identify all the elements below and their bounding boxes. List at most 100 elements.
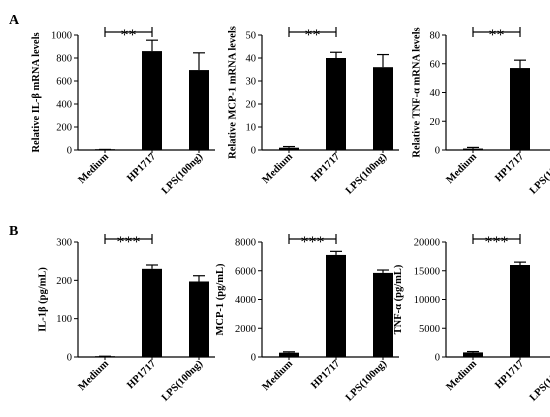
y-tick-label: 200 bbox=[56, 123, 72, 134]
significance-stars: ** bbox=[121, 27, 137, 44]
bar-medium bbox=[463, 148, 483, 150]
y-tick-label: 20 bbox=[246, 100, 257, 111]
y-axis-title: Relative TNF-α mRNA levels bbox=[412, 27, 423, 157]
x-tick-label: HP1717 bbox=[309, 151, 342, 184]
error-bar bbox=[146, 264, 158, 269]
significance-bracket: *** bbox=[104, 234, 153, 251]
error-bar bbox=[377, 269, 389, 273]
y-tick-label: 50 bbox=[246, 31, 257, 42]
significance-bracket: *** bbox=[472, 234, 521, 251]
significance-bracket: ** bbox=[472, 27, 521, 44]
y-tick-label: 15000 bbox=[414, 266, 440, 277]
x-tick-label: Medium bbox=[261, 151, 296, 186]
error-bar bbox=[330, 250, 342, 255]
y-tick-label: 10000 bbox=[414, 295, 440, 306]
significance-stars: *** bbox=[485, 234, 509, 251]
x-tick-label: Medium bbox=[77, 151, 112, 186]
y-tick-label: 0 bbox=[67, 146, 72, 157]
y-tick-label: 300 bbox=[56, 238, 72, 249]
bar-hp1717 bbox=[510, 265, 530, 357]
bar-hp1717 bbox=[326, 58, 346, 150]
y-tick-label: 0 bbox=[435, 146, 440, 157]
error-bar bbox=[193, 52, 205, 71]
x-tick-label: LPS(100ng) bbox=[344, 151, 390, 197]
y-tick-label: 40 bbox=[430, 88, 441, 99]
chart-4: 0 100 200 300 IL-1β (pg/mL) Medium HP1717 LPS(1… bbox=[37, 234, 215, 404]
y-tick-label: 30 bbox=[246, 77, 257, 88]
bar-hp1717 bbox=[142, 51, 162, 150]
y-tick-label: 20 bbox=[430, 117, 441, 128]
significance-bracket: ** bbox=[104, 27, 153, 44]
chart-1: 0 200 400 600 800 1000 Relative IL-β mRNA leve… bbox=[31, 27, 215, 197]
y-tick-label: 100 bbox=[56, 314, 72, 325]
panel-letter-b: B bbox=[9, 224, 18, 239]
y-tick-label: 0 bbox=[67, 353, 72, 364]
y-tick-label: 5000 bbox=[419, 324, 440, 335]
significance-stars: *** bbox=[301, 234, 325, 251]
significance-stars: ** bbox=[305, 27, 321, 44]
y-axis-title: Relative MCP-1 mRNA levels bbox=[228, 26, 239, 159]
y-tick-label: 60 bbox=[430, 59, 441, 70]
chart-3: 0 20 40 60 80 Relative TNF-α mRNA levels Mediu… bbox=[412, 27, 550, 197]
significance-bracket: ** bbox=[288, 27, 337, 44]
x-tick-label: LPS(100ng) bbox=[528, 358, 550, 404]
y-tick-label: 1000 bbox=[51, 31, 72, 42]
error-bar bbox=[283, 145, 295, 148]
bar-medium bbox=[463, 352, 483, 357]
y-tick-label: 0 bbox=[435, 353, 440, 364]
error-bar bbox=[514, 59, 526, 69]
bar-lps-100ng- bbox=[189, 70, 209, 150]
y-tick-label: 2000 bbox=[235, 324, 256, 335]
y-tick-label: 80 bbox=[430, 31, 441, 42]
y-axis-title: MCP-1 (pg/mL) bbox=[215, 263, 226, 336]
error-bar bbox=[283, 351, 295, 353]
bar-medium bbox=[279, 352, 299, 357]
y-axis-title: TNF-α (pg/mL) bbox=[393, 264, 404, 334]
significance-stars: *** bbox=[117, 234, 141, 251]
x-tick-label: LPS(100ng) bbox=[160, 151, 206, 197]
y-tick-label: 800 bbox=[56, 54, 72, 65]
x-tick-label: LPS(100ng) bbox=[528, 151, 550, 197]
y-tick-label: 6000 bbox=[235, 266, 256, 277]
x-tick-label: HP1717 bbox=[125, 151, 158, 184]
significance-stars: ** bbox=[489, 27, 505, 44]
chart-5: 0 2000 4000 6000 8000 MCP-1 (pg/mL) Medium HP17… bbox=[215, 234, 399, 404]
panel-letter-a: A bbox=[9, 13, 20, 28]
y-tick-label: 40 bbox=[246, 54, 257, 65]
x-tick-label: Medium bbox=[445, 151, 480, 186]
x-tick-label: Medium bbox=[77, 358, 112, 393]
bar-hp1717 bbox=[142, 268, 162, 357]
chart-2: 0 10 20 30 40 50 Relative MCP-1 mRNA levels Med… bbox=[228, 26, 399, 197]
y-tick-label: 8000 bbox=[235, 238, 256, 249]
bar-hp1717 bbox=[326, 254, 346, 357]
bar-medium bbox=[279, 147, 299, 150]
x-tick-label: HP1717 bbox=[493, 151, 526, 184]
x-tick-label: Medium bbox=[445, 358, 480, 393]
bar-hp1717 bbox=[510, 68, 530, 150]
y-tick-label: 600 bbox=[56, 77, 72, 88]
y-axis-title: Relative IL-β mRNA levels bbox=[31, 32, 42, 152]
error-bar bbox=[514, 261, 526, 265]
x-tick-label: HP1717 bbox=[309, 358, 342, 391]
y-axis-title: IL-1β (pg/mL) bbox=[37, 267, 48, 332]
error-bar bbox=[467, 146, 479, 149]
y-tick-label: 0 bbox=[251, 353, 256, 364]
y-tick-label: 10 bbox=[246, 123, 257, 134]
y-tick-label: 400 bbox=[56, 100, 72, 111]
y-tick-label: 4000 bbox=[235, 295, 256, 306]
x-tick-label: LPS(100ng) bbox=[160, 358, 206, 404]
x-tick-label: HP1717 bbox=[493, 358, 526, 391]
x-tick-label: HP1717 bbox=[125, 358, 158, 391]
bar-lps-100ng- bbox=[189, 281, 209, 357]
y-tick-label: 20000 bbox=[414, 238, 440, 249]
bar-lps-100ng- bbox=[373, 272, 393, 357]
error-bar bbox=[330, 51, 342, 58]
error-bar bbox=[467, 350, 479, 353]
significance-bracket: *** bbox=[288, 234, 337, 251]
y-tick-label: 0 bbox=[251, 146, 256, 157]
bar-lps-100ng- bbox=[373, 67, 393, 150]
x-tick-label: LPS(100ng) bbox=[344, 358, 390, 404]
x-tick-label: Medium bbox=[261, 358, 296, 393]
